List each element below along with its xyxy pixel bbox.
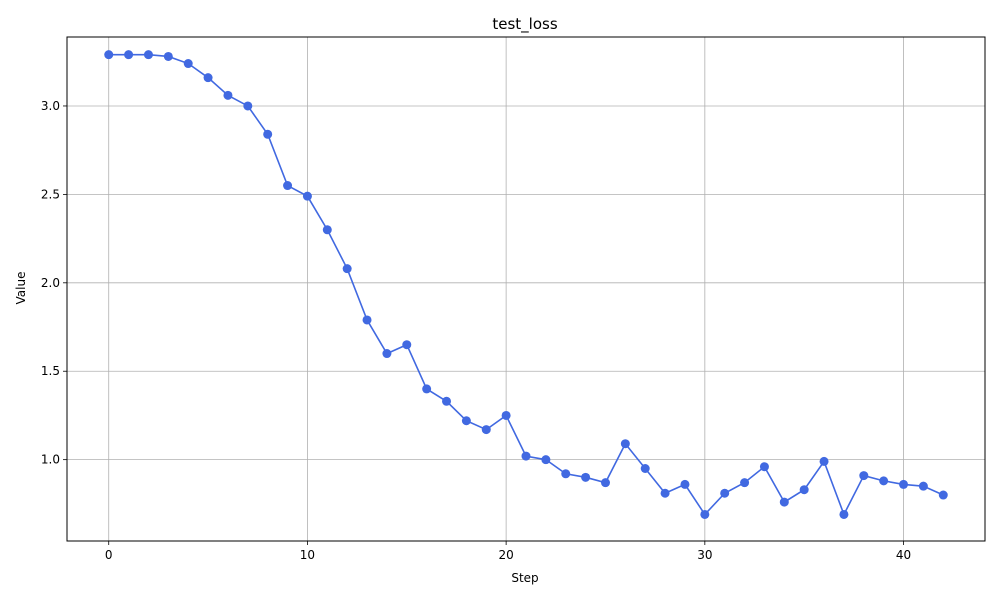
data-point [839, 509, 849, 519]
series-line [108, 53, 944, 517]
x-tick-label: 40 [896, 548, 911, 562]
y-tick-label: 2.0 [41, 276, 60, 290]
data-point [183, 59, 193, 69]
data-point [322, 225, 332, 235]
data-point [541, 455, 551, 465]
data-point [859, 471, 869, 481]
y-tick-label: 1.5 [41, 364, 60, 378]
data-point [799, 485, 809, 495]
data-point [104, 50, 114, 60]
data-point [163, 51, 173, 61]
y-tick-label: 3.0 [41, 99, 60, 113]
data-point [283, 181, 293, 191]
data-point [223, 90, 233, 100]
data-point [700, 509, 710, 519]
data-point [779, 497, 789, 507]
data-point [581, 472, 591, 482]
grid-lines [67, 37, 985, 541]
data-point [243, 101, 253, 111]
data-point [938, 490, 948, 500]
y-tick-label: 2.5 [41, 187, 60, 201]
data-point [143, 50, 153, 60]
data-point [521, 451, 531, 461]
data-point [879, 476, 889, 486]
series-layer [104, 50, 948, 519]
data-point [600, 478, 610, 488]
data-point [640, 463, 650, 473]
data-point [819, 456, 829, 466]
data-point [740, 478, 750, 488]
data-point [660, 488, 670, 498]
data-point [620, 439, 630, 449]
data-point [342, 264, 352, 274]
data-point [124, 50, 134, 60]
x-tick-label: 20 [498, 548, 513, 562]
data-point [263, 129, 273, 139]
data-point [899, 479, 909, 489]
data-point [362, 315, 372, 325]
x-tick-label: 0 [105, 548, 113, 562]
x-tick-label: 10 [300, 548, 315, 562]
data-point [442, 396, 452, 406]
x-axis-label: Step [511, 571, 538, 585]
data-point [203, 73, 213, 83]
data-point [680, 479, 690, 489]
axis-ticks: 0 10 20 30 40 1.0 1.5 2.0 2.5 3.0 [41, 99, 911, 562]
data-point [918, 481, 928, 491]
data-point [561, 469, 571, 479]
data-point [302, 191, 312, 201]
data-point [382, 349, 392, 359]
data-point [481, 425, 491, 435]
data-point [461, 416, 471, 426]
data-point [759, 462, 769, 472]
y-axis-label: Value [14, 272, 28, 305]
chart-title: test_loss [492, 15, 557, 34]
plot-frame [66, 36, 986, 542]
x-tick-label: 30 [697, 548, 712, 562]
data-point [501, 410, 511, 420]
data-point [422, 384, 432, 394]
y-tick-label: 1.0 [41, 453, 60, 467]
data-point [402, 340, 412, 350]
data-point [720, 488, 730, 498]
